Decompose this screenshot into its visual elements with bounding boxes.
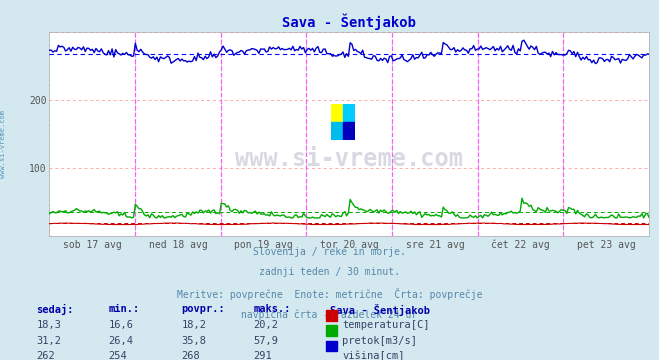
Text: www.si-vreme.com: www.si-vreme.com [0, 110, 7, 178]
Text: 31,2: 31,2 [36, 336, 61, 346]
Text: Slovenija / reke in morje.: Slovenija / reke in morje. [253, 247, 406, 257]
Text: povpr.:: povpr.: [181, 304, 225, 314]
Text: www.si-vreme.com: www.si-vreme.com [235, 147, 463, 171]
Text: 291: 291 [254, 351, 272, 360]
Text: 18,3: 18,3 [36, 320, 61, 330]
Bar [343, 122, 355, 140]
Title: Sava - Šentjakob: Sava - Šentjakob [282, 13, 416, 30]
Bar [343, 104, 355, 122]
Text: višina[cm]: višina[cm] [342, 351, 405, 360]
Text: 35,8: 35,8 [181, 336, 206, 346]
Text: 268: 268 [181, 351, 200, 360]
Text: Meritve: povprečne  Enote: metrične  Črta: povprečje: Meritve: povprečne Enote: metrične Črta:… [177, 288, 482, 300]
Text: 57,9: 57,9 [254, 336, 279, 346]
Bar [331, 122, 343, 140]
Text: pretok[m3/s]: pretok[m3/s] [342, 336, 417, 346]
Text: 16,6: 16,6 [109, 320, 134, 330]
Text: 254: 254 [109, 351, 127, 360]
Text: maks.:: maks.: [254, 304, 291, 314]
Text: zadnji teden / 30 minut.: zadnji teden / 30 minut. [259, 267, 400, 278]
Text: Sava - Šentjakob: Sava - Šentjakob [330, 304, 430, 316]
Text: 262: 262 [36, 351, 55, 360]
Bar [331, 104, 343, 122]
Text: 20,2: 20,2 [254, 320, 279, 330]
Text: 26,4: 26,4 [109, 336, 134, 346]
Text: navpična črta - razdelek 24 ur: navpična črta - razdelek 24 ur [241, 309, 418, 320]
Text: sedaj:: sedaj: [36, 304, 74, 315]
Text: temperatura[C]: temperatura[C] [342, 320, 430, 330]
Text: 18,2: 18,2 [181, 320, 206, 330]
Text: min.:: min.: [109, 304, 140, 314]
